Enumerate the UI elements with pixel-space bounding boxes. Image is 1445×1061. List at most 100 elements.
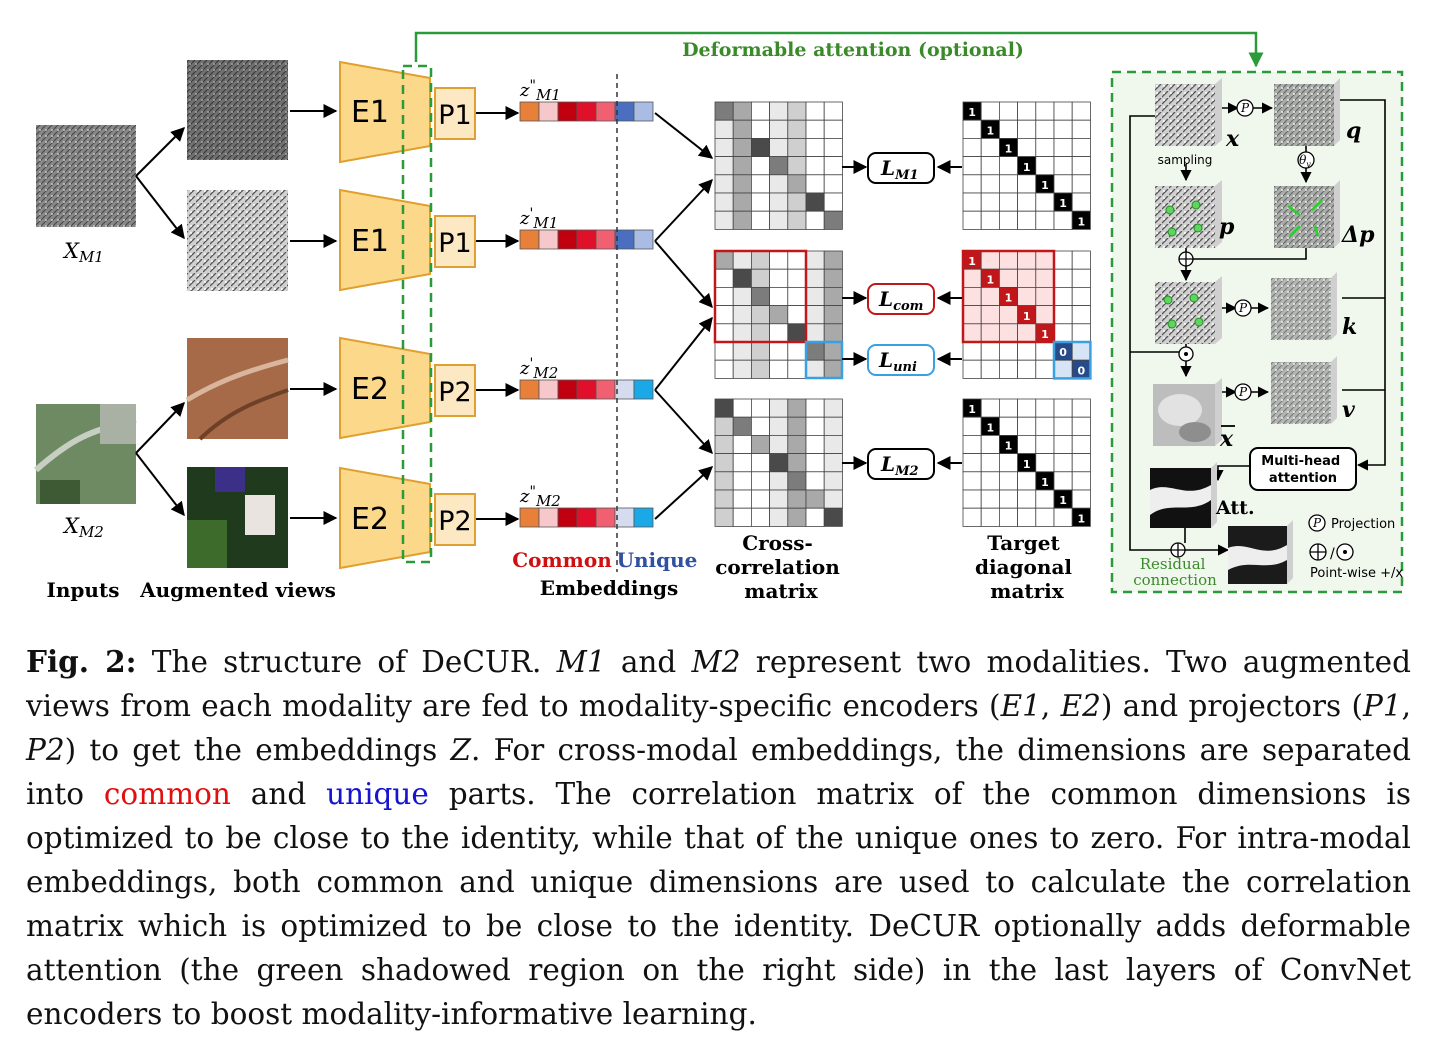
matrix-cell [980,137,1000,157]
matrix-cell [1071,137,1091,157]
caption-text: parts. The correlation matrix of the com… [26,777,1411,1031]
matrix-cell [751,250,771,270]
matrix-cell [751,471,771,491]
matrix-cell [999,305,1019,325]
matrix-cell [732,507,752,527]
matrix-cell [980,250,1000,270]
matrix-cell [732,137,752,157]
matrix-cell [1035,192,1055,212]
svg-text:x: x [1219,426,1234,452]
svg-text:Lcom: Lcom [878,287,923,314]
matrix-cell [769,250,789,270]
feature-map-att [1150,462,1217,528]
matrix-cell [732,416,752,436]
caption-label: Fig. 2: [26,644,137,679]
matrix-cell [823,101,843,121]
matrix-cell [805,101,825,121]
decur-structure-diagram: Deformable attention (optional) XM1 XM2 … [34,31,1403,603]
matrix-cell [999,250,1019,270]
projection-k: P [1234,299,1252,317]
matrix-cell [787,210,807,230]
matrix-cell [1035,359,1055,379]
matrix-cell [823,507,843,527]
matrix-cell [805,323,825,343]
encoder-e1-top: E1 [339,60,431,164]
matrix-cell [823,305,843,325]
matrix-cell [1035,489,1055,509]
feature-map-output [1228,520,1293,584]
matrix-cell [1053,137,1073,157]
matrix-cell [714,156,734,176]
matrix-cell [1035,119,1055,139]
matrix-cell [1071,305,1091,325]
matrix-cell [714,250,734,270]
augmented-view-m1-a [187,60,288,160]
matrix-cell [1035,137,1055,157]
matrix-cell [787,119,807,139]
x-bar-label: x [1219,425,1235,452]
matrix-cell [732,119,752,139]
matrix-cell [787,305,807,325]
caption-unique-word: unique [326,777,429,811]
encoder-e2-top: E2 [339,336,431,440]
matrix-cell [1053,359,1073,379]
caption-math: P1 [1362,689,1402,723]
matrix-cell [769,398,789,418]
feature-map-dp [1274,180,1340,248]
caption-text: and [230,777,327,811]
input-m1-image [36,125,136,227]
matrix-cell [732,210,752,230]
matrix-cell [805,286,825,306]
matrix-cell [1017,210,1037,230]
matrix-cell [1053,268,1073,288]
residual-add-op [1170,542,1186,558]
matrix-cell [805,250,825,270]
matrix-cell [999,119,1019,139]
matrix-cell [1017,268,1037,288]
embedding-cell [633,101,654,122]
matrix-cell [980,305,1000,325]
matrix-cell [980,359,1000,379]
embedding-cell [538,379,559,400]
matrix-cell [1017,434,1037,454]
matrix-cell [787,434,807,454]
matrix-cell [751,434,771,454]
diagonal-value: 1 [968,255,976,268]
matrix-cell [1071,416,1091,436]
caption-common-word: common [103,777,231,811]
svg-text:/: / [1330,546,1335,562]
matrix-cell [999,398,1019,418]
matrix-cell [999,210,1019,230]
caption-text: and [605,645,692,679]
add-offset-op [1178,251,1194,267]
diagonal-value: 1 [1077,512,1085,525]
matrix-cell [999,416,1019,436]
matrix-cell [823,268,843,288]
matrix-cell [751,341,771,361]
matrix-cell [1035,434,1055,454]
svg-text:P: P [1238,385,1248,399]
matrix-cell [999,323,1019,343]
embedding-cell [557,101,578,122]
matrix-cell [1071,192,1091,212]
matrix-cell [999,341,1019,361]
caption-text: The structure of DeCUR. [136,645,557,679]
caption-math: M2 [691,645,741,679]
matrix-cell [787,341,807,361]
matrix-cell [962,268,982,288]
diagonal-value: 1 [968,403,976,416]
matrix-cell [805,507,825,527]
matrix-cell [751,192,771,212]
matrix-cell [1053,119,1073,139]
diagonal-value: 0 [1077,364,1085,377]
diagonal-value: 1 [986,273,994,286]
embedding-cell [595,101,616,122]
encoder-e2-bottom: E2 [339,466,431,570]
embedding-vector: z'M2 [519,356,654,400]
matrix-cell [999,192,1019,212]
matrix-cell [1017,471,1037,491]
matrix-cell [1071,453,1091,473]
encoder-e1-bottom: E1 [339,188,431,292]
embedding-cell [614,101,635,122]
embedding-cell [595,379,616,400]
